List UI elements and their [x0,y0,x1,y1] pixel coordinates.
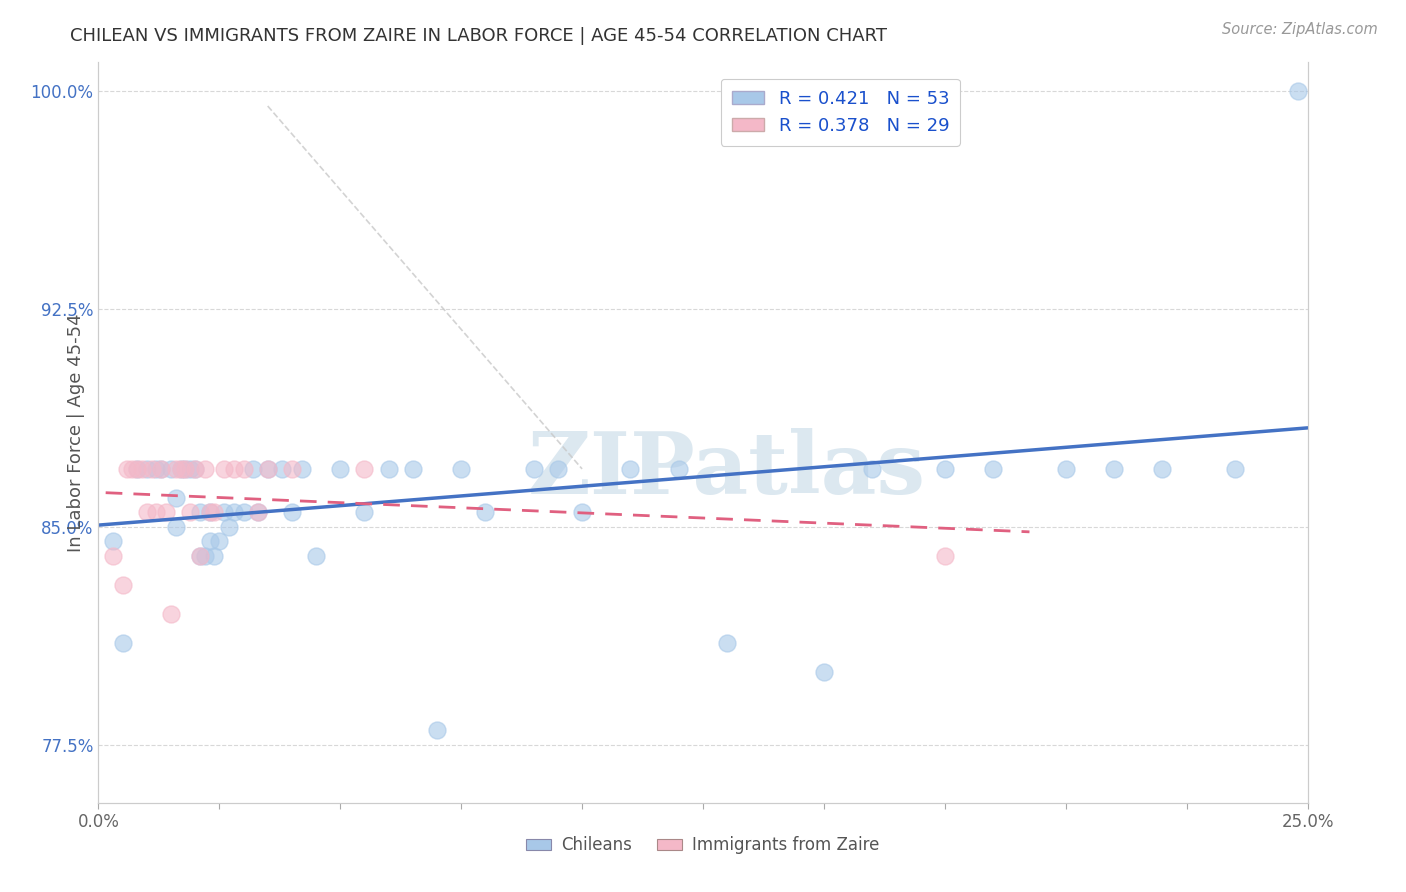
Point [150,462,173,476]
Point [188,506,211,520]
Point [218,520,240,534]
Point [145,506,167,520]
Point [135,462,157,476]
Point [174,462,197,476]
Point [194,462,217,476]
Point [1223,462,1246,476]
Point [232,506,254,520]
Text: Source: ZipAtlas.com: Source: ZipAtlas.com [1222,22,1378,37]
Point [194,549,217,563]
Text: ZIPatlas: ZIPatlas [529,427,927,512]
Point [271,462,294,476]
Point [377,462,399,476]
Point [208,534,231,549]
Point [169,462,191,476]
Point [111,636,134,650]
Point [111,578,134,592]
Point [426,723,449,738]
Point [247,506,270,520]
Point [232,462,254,476]
Point [174,462,197,476]
Point [135,506,157,520]
Point [165,462,187,476]
Point [188,549,211,563]
Point [668,462,690,476]
Point [402,462,425,476]
Point [353,506,375,520]
Point [305,549,328,563]
Point [141,462,163,476]
Text: CHILEAN VS IMMIGRANTS FROM ZAIRE IN LABOR FORCE | AGE 45-54 CORRELATION CHART: CHILEAN VS IMMIGRANTS FROM ZAIRE IN LABO… [70,27,887,45]
Point [450,462,472,476]
Point [329,462,352,476]
Point [571,506,593,520]
Point [204,549,226,563]
Point [131,462,153,476]
Point [198,506,221,520]
Point [981,462,1004,476]
Point [204,506,226,520]
Point [179,462,201,476]
Point [121,462,143,476]
Point [127,462,149,476]
Point [188,549,211,563]
Point [145,462,167,476]
Point [212,506,235,520]
Point [242,462,264,476]
Point [222,506,245,520]
Point [1054,462,1077,476]
Point [101,549,124,563]
Legend: Chileans, Immigrants from Zaire: Chileans, Immigrants from Zaire [520,830,886,861]
Point [256,462,278,476]
Point [1286,85,1309,99]
Point [547,462,569,476]
Point [353,462,375,476]
Point [198,534,221,549]
Point [934,462,956,476]
Point [256,462,278,476]
Point [860,462,883,476]
Point [160,462,183,476]
Point [934,549,956,563]
Point [160,607,183,621]
Point [184,462,207,476]
Point [150,462,173,476]
Point [1102,462,1125,476]
Point [179,506,201,520]
Point [184,462,207,476]
Point [281,506,304,520]
Point [222,462,245,476]
Point [198,506,221,520]
Point [1152,462,1174,476]
Point [247,506,270,520]
Point [290,462,312,476]
Point [619,462,641,476]
Point [474,506,496,520]
Point [101,534,124,549]
Point [155,506,177,520]
Point [165,491,187,505]
Point [127,462,149,476]
Point [117,462,139,476]
Y-axis label: In Labor Force | Age 45-54: In Labor Force | Age 45-54 [66,313,84,552]
Point [281,462,304,476]
Point [716,636,738,650]
Point [169,462,191,476]
Point [165,520,187,534]
Point [813,665,835,680]
Point [212,462,235,476]
Point [523,462,546,476]
